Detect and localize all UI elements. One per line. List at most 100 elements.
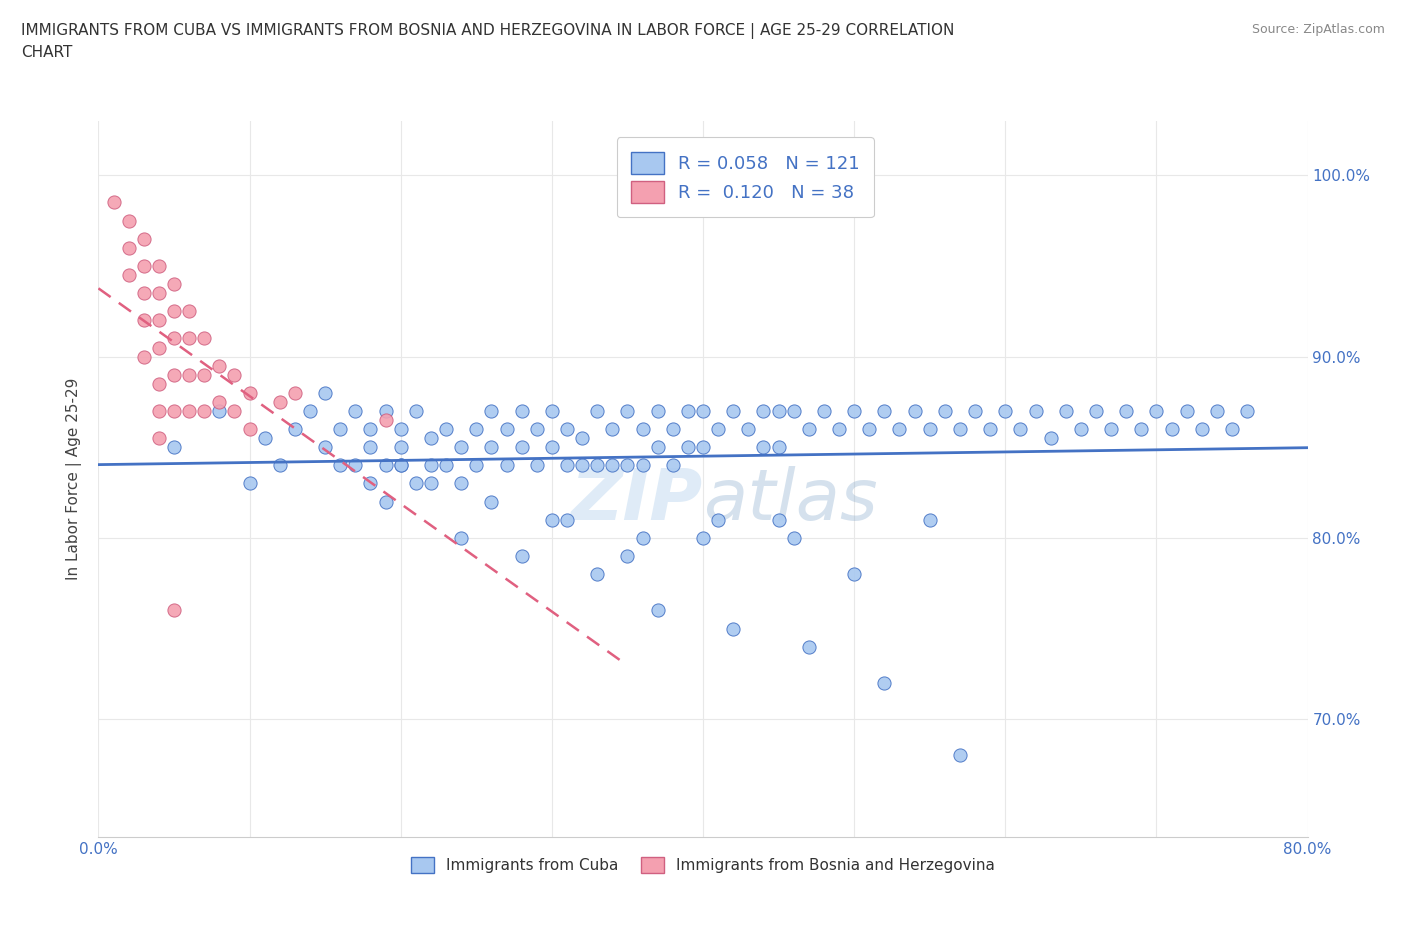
- Point: [163, 304, 186, 319]
- Point: [148, 340, 170, 355]
- Point: [374, 413, 396, 428]
- Point: [540, 404, 562, 418]
- Point: [586, 566, 609, 581]
- Point: [193, 331, 215, 346]
- Point: [994, 404, 1017, 418]
- Point: [103, 195, 125, 210]
- Point: [193, 404, 215, 418]
- Point: [253, 431, 276, 445]
- Point: [481, 440, 503, 455]
- Point: [783, 404, 806, 418]
- Point: [631, 458, 654, 472]
- Text: IMMIGRANTS FROM CUBA VS IMMIGRANTS FROM BOSNIA AND HERZEGOVINA IN LABOR FORCE | : IMMIGRANTS FROM CUBA VS IMMIGRANTS FROM …: [21, 23, 955, 60]
- Point: [132, 349, 155, 364]
- Point: [873, 675, 896, 690]
- Point: [858, 421, 880, 436]
- Point: [389, 440, 412, 455]
- Point: [224, 367, 246, 382]
- Point: [828, 421, 851, 436]
- Point: [389, 458, 412, 472]
- Point: [374, 404, 396, 418]
- Point: [1220, 421, 1243, 436]
- Point: [208, 394, 231, 409]
- Point: [163, 276, 186, 291]
- Point: [647, 404, 669, 418]
- Point: [631, 421, 654, 436]
- Point: [118, 240, 141, 255]
- Point: [434, 421, 457, 436]
- Point: [661, 458, 683, 472]
- Point: [239, 385, 262, 400]
- Point: [179, 331, 201, 346]
- Point: [1054, 404, 1077, 418]
- Point: [208, 404, 231, 418]
- Point: [179, 367, 201, 382]
- Point: [148, 431, 170, 445]
- Point: [450, 530, 472, 545]
- Point: [374, 494, 396, 509]
- Point: [148, 286, 170, 300]
- Point: [239, 476, 262, 491]
- Point: [179, 404, 201, 418]
- Point: [360, 440, 382, 455]
- Point: [344, 458, 367, 472]
- Point: [949, 421, 972, 436]
- Point: [420, 458, 443, 472]
- Point: [768, 440, 790, 455]
- Point: [1191, 421, 1213, 436]
- Point: [676, 404, 699, 418]
- Point: [586, 458, 609, 472]
- Point: [692, 440, 714, 455]
- Point: [1010, 421, 1032, 436]
- Point: [647, 603, 669, 618]
- Point: [1039, 431, 1062, 445]
- Point: [389, 421, 412, 436]
- Point: [752, 404, 775, 418]
- Point: [707, 421, 730, 436]
- Point: [148, 377, 170, 392]
- Point: [1236, 404, 1258, 418]
- Point: [1144, 404, 1167, 418]
- Point: [163, 440, 186, 455]
- Point: [481, 494, 503, 509]
- Point: [1099, 421, 1122, 436]
- Point: [314, 440, 336, 455]
- Point: [179, 304, 201, 319]
- Legend: Immigrants from Cuba, Immigrants from Bosnia and Herzegovina: Immigrants from Cuba, Immigrants from Bo…: [405, 851, 1001, 880]
- Point: [118, 213, 141, 228]
- Point: [208, 358, 231, 373]
- Point: [148, 404, 170, 418]
- Point: [768, 512, 790, 527]
- Point: [510, 404, 533, 418]
- Point: [692, 530, 714, 545]
- Point: [269, 394, 291, 409]
- Point: [132, 259, 155, 273]
- Point: [405, 476, 427, 491]
- Point: [918, 512, 941, 527]
- Point: [602, 421, 624, 436]
- Point: [420, 431, 443, 445]
- Point: [148, 312, 170, 327]
- Point: [510, 440, 533, 455]
- Point: [979, 421, 1001, 436]
- Point: [299, 404, 322, 418]
- Point: [1175, 404, 1198, 418]
- Point: [873, 404, 896, 418]
- Point: [813, 404, 835, 418]
- Point: [163, 404, 186, 418]
- Point: [450, 440, 472, 455]
- Point: [844, 404, 866, 418]
- Point: [314, 385, 336, 400]
- Point: [481, 404, 503, 418]
- Point: [1115, 404, 1137, 418]
- Point: [450, 476, 472, 491]
- Point: [844, 566, 866, 581]
- Point: [420, 476, 443, 491]
- Text: ZIP: ZIP: [571, 466, 703, 535]
- Point: [723, 621, 745, 636]
- Point: [465, 421, 488, 436]
- Point: [1070, 421, 1092, 436]
- Point: [934, 404, 956, 418]
- Point: [526, 458, 548, 472]
- Point: [389, 458, 412, 472]
